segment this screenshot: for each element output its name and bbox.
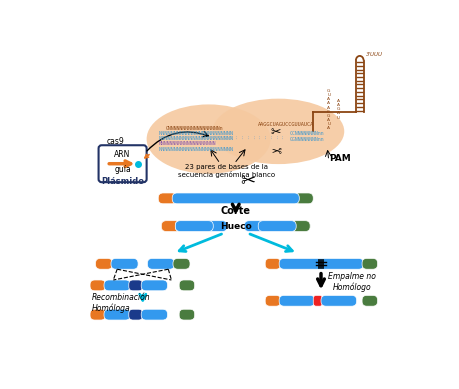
FancyBboxPatch shape [279,295,314,306]
Text: 23 pares de bases de la
secuencia genómica blanco: 23 pares de bases de la secuencia genómi… [178,164,274,178]
Text: Recombinación
Homóloga: Recombinación Homóloga [91,293,150,313]
FancyBboxPatch shape [98,145,146,182]
FancyBboxPatch shape [129,280,142,291]
FancyBboxPatch shape [175,221,213,231]
Text: PAM: PAM [328,154,350,163]
FancyBboxPatch shape [257,221,296,231]
Text: A
A
G
A
U: A A G A U [336,99,339,120]
FancyBboxPatch shape [175,221,227,231]
Ellipse shape [146,104,270,174]
Text: cas9: cas9 [106,137,124,146]
FancyBboxPatch shape [172,193,299,204]
FancyBboxPatch shape [313,295,322,306]
FancyBboxPatch shape [161,221,179,231]
FancyBboxPatch shape [90,309,105,320]
Text: GGNNNNNNNNnn: GGNNNNNNNNnn [289,137,324,142]
Text: ✂: ✂ [239,173,254,191]
Text: Plásmido: Plásmido [101,177,144,186]
Text: GNNNNNNNNNNNNNNNNNNn: GNNNNNNNNNNNNNNNNNNn [166,126,223,131]
Text: NNNNNNNNNNNNNNNNNNNN: NNNNNNNNNNNNNNNNNNNN [158,141,215,146]
Text: G
U
A
A
A
C
G
A
U
A: G U A A A C G A U A [326,89,330,130]
FancyBboxPatch shape [104,280,130,291]
FancyBboxPatch shape [361,295,377,306]
FancyBboxPatch shape [129,309,142,320]
FancyBboxPatch shape [179,280,194,291]
FancyBboxPatch shape [265,295,280,306]
FancyBboxPatch shape [104,309,130,320]
Text: Corte: Corte [220,207,250,216]
FancyBboxPatch shape [147,258,174,269]
FancyBboxPatch shape [173,258,190,269]
FancyBboxPatch shape [161,221,179,231]
FancyBboxPatch shape [244,221,296,231]
FancyBboxPatch shape [95,258,112,269]
Text: NNNNNNNNNNNNNNNNNNNNNNNN: NNNNNNNNNNNNNNNNNNNNNNNN [158,147,233,152]
Text: NNNNNNNNNNNNNNNNNNNNNNNN: NNNNNNNNNNNNNNNNNNNNNNNN [158,131,233,136]
FancyBboxPatch shape [361,258,377,269]
FancyBboxPatch shape [320,295,356,306]
Text: guía: guía [114,165,131,174]
Ellipse shape [212,99,343,164]
FancyBboxPatch shape [141,280,167,291]
Text: ARN: ARN [114,150,130,159]
FancyBboxPatch shape [141,309,167,320]
Text: ✂: ✂ [270,141,281,154]
FancyBboxPatch shape [179,309,194,320]
Text: NNNNNNNNNNNNNNNNNNNNNNNN: NNNNNNNNNNNNNNNNNNNNNNNN [158,136,233,141]
Text: CCNNNNNNNNnn: CCNNNNNNNNnn [289,131,324,136]
Text: AAGGCUAGUCCGUUAUCA: AAGGCUAGUCCGUUAUCA [257,122,313,127]
Text: Hueco: Hueco [219,222,251,231]
FancyBboxPatch shape [279,258,363,269]
FancyBboxPatch shape [265,258,280,269]
Text: 3'UUU: 3'UUU [365,52,382,57]
FancyBboxPatch shape [158,193,176,204]
FancyBboxPatch shape [111,258,138,269]
Text: ✂: ✂ [270,126,281,139]
FancyBboxPatch shape [291,221,309,231]
FancyBboxPatch shape [291,221,309,231]
Text: Empalme no
Homólogo: Empalme no Homólogo [327,272,375,291]
FancyBboxPatch shape [294,193,313,204]
FancyBboxPatch shape [90,280,105,291]
